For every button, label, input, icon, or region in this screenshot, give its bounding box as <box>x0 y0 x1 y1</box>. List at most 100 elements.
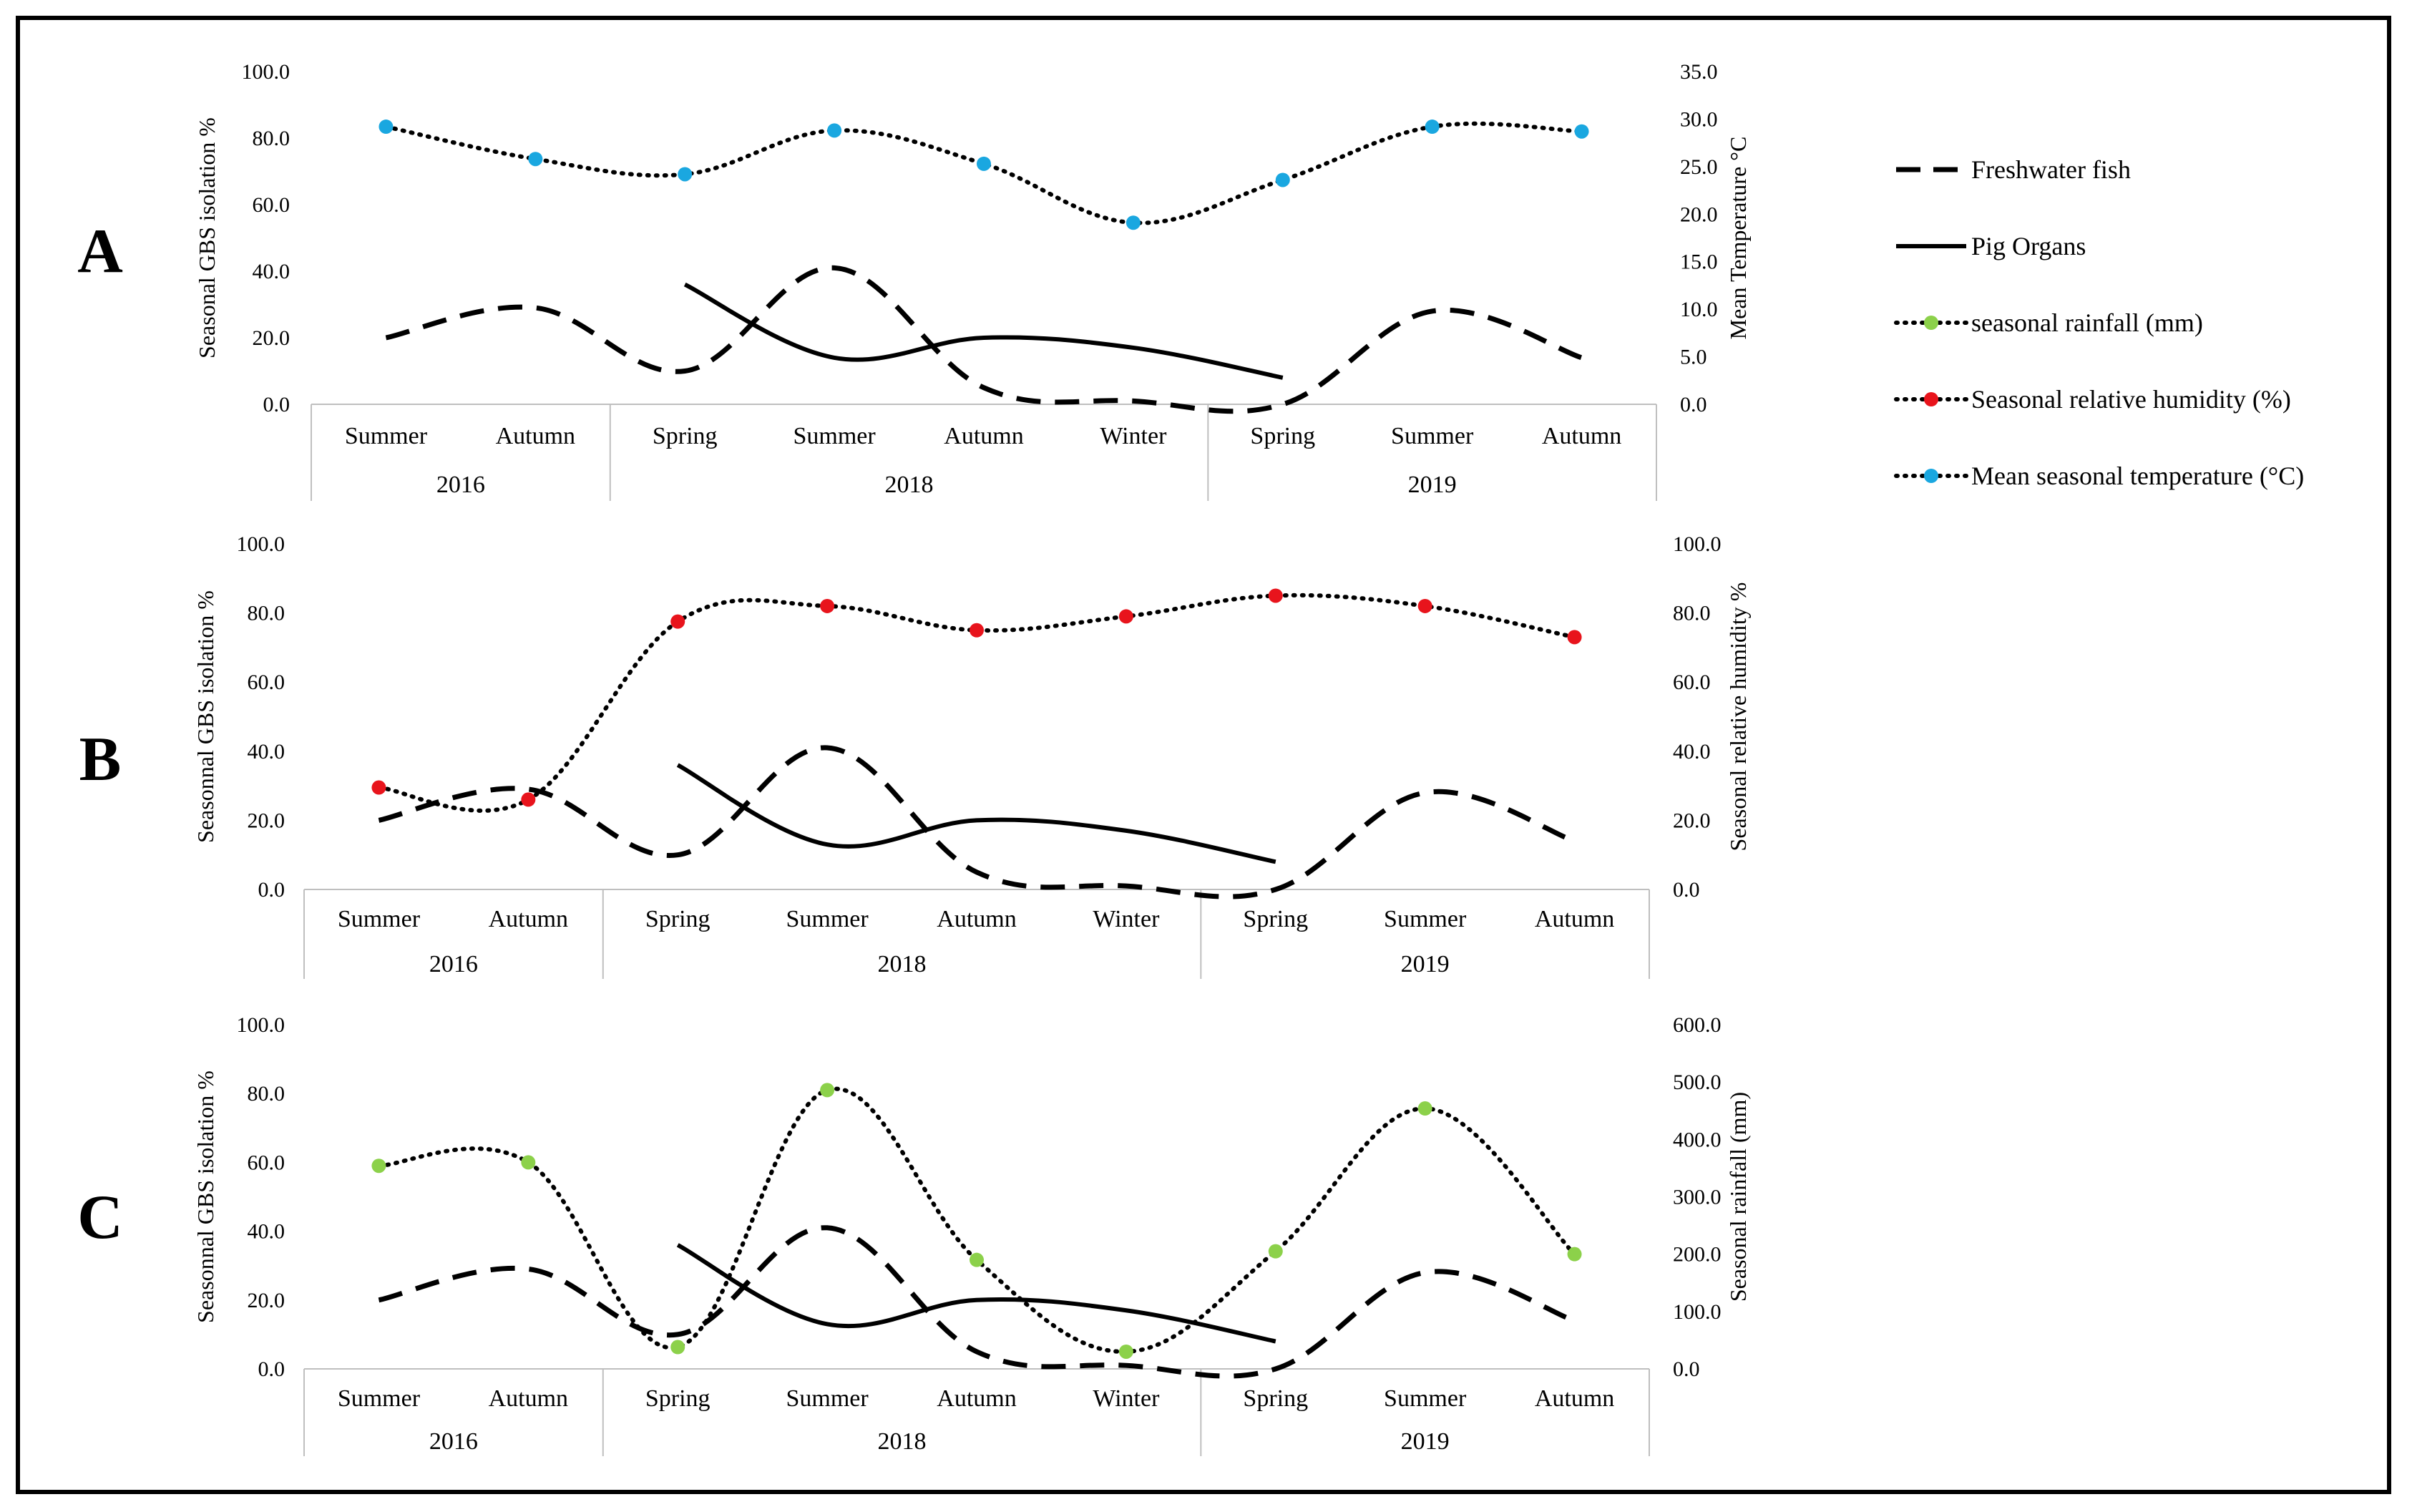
y2-tick-label: 60.0 <box>1673 670 1711 694</box>
series-line-pig-organs <box>683 282 1284 380</box>
legend-item: Freshwater fish <box>1896 155 2131 184</box>
legend-label: Seasonal relative humidity (%) <box>1971 385 2291 414</box>
x-tick-label: Autumn <box>1542 423 1621 449</box>
y2-tick-label: 25.0 <box>1680 155 1718 179</box>
x-group-label: 2019 <box>1401 951 1450 977</box>
x-group-label: 2018 <box>878 951 927 977</box>
data-point <box>371 1159 386 1174</box>
data-point <box>670 1340 685 1355</box>
chart-panel-C: C 0.0 20.0 40.0 60.0 80.0 100.0 0.0 100.0 200.0 30… <box>77 1013 1751 1456</box>
legend-swatch-marker <box>1924 469 1938 483</box>
data-point <box>1118 609 1133 624</box>
y2-tick-label: 30.0 <box>1680 107 1718 131</box>
y-tick-label: 20.0 <box>253 326 290 350</box>
data-point <box>371 780 386 795</box>
legend-label: Freshwater fish <box>1971 155 2131 184</box>
series-line-freshwater-fish <box>385 265 1583 414</box>
data-point <box>521 792 536 807</box>
y2-axis-label: Mean Temperature °C <box>1725 137 1751 340</box>
legend-swatch-marker <box>1924 316 1938 330</box>
data-point <box>1425 120 1440 135</box>
legend-label: seasonal rainfall (mm) <box>1971 308 2203 337</box>
y2-tick-label: 40.0 <box>1673 740 1711 764</box>
y2-tick-label: 20.0 <box>1680 203 1718 226</box>
y2-tick-label: 20.0 <box>1673 809 1711 832</box>
data-point <box>1268 588 1283 603</box>
data-point <box>970 623 984 638</box>
y2-tick-label: 5.0 <box>1680 346 1707 369</box>
x-group-label: 2018 <box>878 1428 927 1455</box>
x-tick-label: Summer <box>1384 1385 1467 1412</box>
y-tick-label: 20.0 <box>248 1289 285 1312</box>
legend-item: Mean seasonal temperature (°C) <box>1894 462 2304 490</box>
y-tick-label: 40.0 <box>248 740 285 764</box>
y2-tick-label: 300.0 <box>1673 1186 1722 1209</box>
y2-tick-label: 600.0 <box>1673 1013 1722 1037</box>
x-tick-label: Summer <box>345 423 428 449</box>
y-tick-label: 80.0 <box>253 127 290 150</box>
legend-swatch-marker <box>1924 392 1938 406</box>
x-tick-label: Summer <box>338 1385 421 1412</box>
x-tick-label: Autumn <box>489 1385 568 1412</box>
data-point <box>528 152 543 167</box>
series-line-pig-organs <box>676 763 1276 864</box>
y-tick-label: 0.0 <box>258 1357 285 1381</box>
series-line-seasonal-rainfall-mm <box>376 1086 1577 1354</box>
x-tick-label: Spring <box>1243 906 1308 932</box>
y-tick-label: 0.0 <box>263 393 290 416</box>
y2-tick-label: 0.0 <box>1680 393 1707 416</box>
y2-tick-label: 100.0 <box>1673 532 1722 556</box>
x-tick-label: Spring <box>1243 1385 1308 1412</box>
x-tick-label: Autumn <box>944 423 1023 449</box>
y2-tick-label: 35.0 <box>1680 60 1718 84</box>
data-point <box>379 120 394 135</box>
y-tick-label: 100.0 <box>242 60 290 84</box>
data-point <box>970 1252 984 1267</box>
x-tick-label: Summer <box>1384 906 1467 932</box>
x-tick-label: Summer <box>338 906 421 932</box>
figure-frame <box>16 16 2391 1494</box>
x-tick-label: Autumn <box>937 1385 1016 1412</box>
x-tick-label: Spring <box>645 1385 711 1412</box>
data-point <box>977 156 991 171</box>
y2-tick-label: 15.0 <box>1680 250 1718 274</box>
y2-tick-label: 200.0 <box>1673 1243 1722 1267</box>
chart-panel-B: B 0.0 20.0 40.0 60.0 80.0 100.0 0.0 20.0 40.0 60.0… <box>79 532 1751 979</box>
x-tick-label: Autumn <box>937 906 1016 932</box>
data-point <box>1126 215 1141 230</box>
panel-letter: B <box>79 725 122 794</box>
data-point <box>820 1083 835 1098</box>
y-tick-label: 60.0 <box>248 1151 285 1174</box>
legend-label: Pig Organs <box>1971 232 2086 260</box>
data-point <box>1567 630 1582 645</box>
y2-tick-label: 0.0 <box>1673 878 1700 902</box>
panel-letter: A <box>77 217 123 286</box>
x-tick-label: Winter <box>1100 423 1167 449</box>
data-point <box>1268 1244 1283 1259</box>
data-point <box>1574 124 1589 139</box>
y-tick-label: 80.0 <box>248 602 285 625</box>
data-point <box>670 614 685 629</box>
x-tick-label: Autumn <box>489 906 568 932</box>
series-line-mean-seasonal-temperature-c <box>384 121 1584 225</box>
y-tick-label: 0.0 <box>258 878 285 902</box>
x-tick-label: Winter <box>1093 906 1160 932</box>
x-group-label: 2016 <box>429 951 478 977</box>
series-line-pig-organs <box>676 1243 1276 1344</box>
x-tick-label: Summer <box>794 423 877 449</box>
x-tick-label: Summer <box>786 1385 869 1412</box>
x-tick-label: Spring <box>653 423 718 449</box>
x-tick-label: Autumn <box>1535 906 1614 932</box>
data-point <box>521 1155 536 1170</box>
data-point <box>1118 1344 1133 1359</box>
x-tick-label: Autumn <box>496 423 575 449</box>
data-point <box>1417 598 1432 613</box>
y2-tick-label: 100.0 <box>1673 1300 1722 1324</box>
series-line-freshwater-fish <box>378 745 1576 899</box>
y-tick-label: 60.0 <box>248 670 285 694</box>
y2-tick-label: 80.0 <box>1673 602 1711 625</box>
x-tick-label: Summer <box>1391 423 1474 449</box>
y2-tick-label: 400.0 <box>1673 1128 1722 1151</box>
y-tick-label: 80.0 <box>248 1082 285 1106</box>
